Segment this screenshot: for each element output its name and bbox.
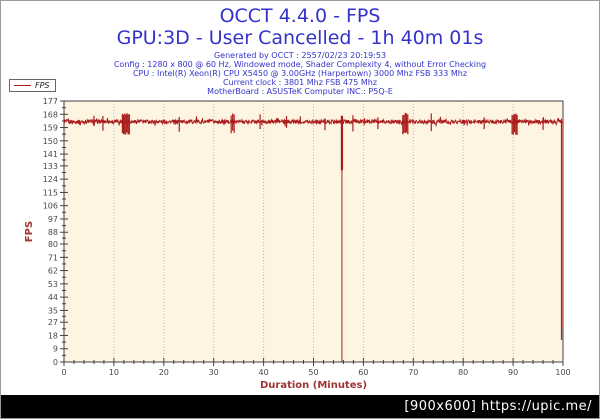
svg-text:71: 71 (48, 253, 58, 262)
svg-text:159: 159 (43, 124, 58, 133)
info-line-motherboard: MotherBoard : ASUSTeK Computer INC.: P5Q… (207, 87, 393, 96)
info-line-cpu: CPU : Intel(R) Xeon(R) CPU X5450 @ 3.00G… (132, 69, 468, 78)
svg-text:62: 62 (48, 267, 58, 276)
plot-area (64, 101, 563, 362)
svg-text:100: 100 (555, 368, 570, 377)
svg-text:124: 124 (43, 175, 58, 184)
svg-text:80: 80 (458, 368, 468, 377)
svg-text:88: 88 (48, 228, 58, 237)
svg-text:70: 70 (408, 368, 418, 377)
svg-text:80: 80 (48, 240, 58, 249)
fps-series-line (63, 116, 564, 127)
report-title: OCCT 4.4.0 - FPS (219, 5, 381, 27)
svg-text:97: 97 (48, 215, 58, 224)
svg-text:168: 168 (43, 110, 58, 119)
svg-text:0: 0 (53, 358, 58, 367)
info-line-generated: Generated by OCCT : 2557/02/23 20:19:53 (213, 51, 387, 60)
svg-text:9: 9 (53, 345, 58, 354)
svg-text:141: 141 (43, 150, 58, 159)
system-info-block: Generated by OCCT : 2557/02/23 20:19:53 … (1, 51, 599, 96)
svg-text:35: 35 (48, 306, 58, 315)
watermark-bar: [900x600] https://upic.me/ (1, 395, 599, 418)
svg-text:30: 30 (209, 368, 219, 377)
info-line-clock: Current clock : 3801 Mhz FSB 475 Mhz (222, 78, 378, 87)
fps-legend-label: FPS (35, 81, 50, 90)
svg-text:106: 106 (43, 202, 58, 211)
info-line-config: Config : 1280 x 800 @ 60 Hz, Windowed mo… (113, 60, 487, 69)
svg-text:18: 18 (48, 331, 58, 340)
svg-text:44: 44 (48, 293, 58, 302)
svg-text:0: 0 (61, 368, 66, 377)
watermark-text: [900x600] https://upic.me/ (404, 399, 592, 414)
svg-text:27: 27 (48, 318, 58, 327)
svg-text:50: 50 (308, 368, 318, 377)
svg-text:133: 133 (43, 162, 58, 171)
svg-text:115: 115 (43, 188, 58, 197)
svg-text:60: 60 (358, 368, 368, 377)
fps-series-events (93, 112, 564, 362)
fps-line-chart: 177 168 159 150 141 133 124 115 106 97 88 80 71 62 53 4… (24, 97, 571, 391)
axis-labels: 177 168 159 150 141 133 124 115 106 97 88 80 71 62 53 4… (24, 97, 571, 391)
report-subtitle: GPU:3D - User Cancelled - 1h 40m 01s (116, 27, 484, 49)
svg-text:10: 10 (109, 368, 119, 377)
svg-text:90: 90 (508, 368, 518, 377)
y-axis-title: FPS (24, 221, 35, 242)
svg-text:150: 150 (43, 137, 58, 146)
svg-text:40: 40 (259, 368, 269, 377)
fps-series-swatch-icon (14, 85, 31, 86)
svg-text:20: 20 (159, 368, 169, 377)
x-axis-title: Duration (Minutes) (260, 380, 367, 391)
svg-text:53: 53 (48, 280, 58, 289)
svg-text:177: 177 (43, 97, 58, 106)
chart-legend: FPS (9, 79, 56, 92)
